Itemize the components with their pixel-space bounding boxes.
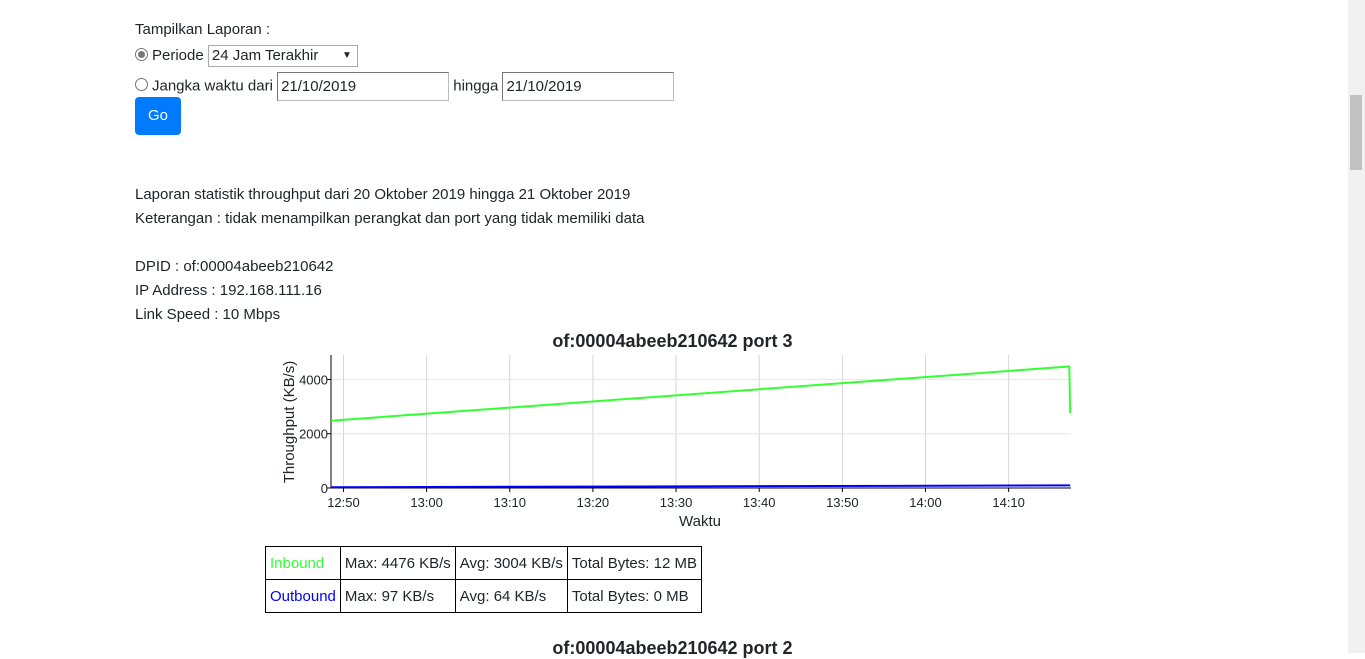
periode-radio[interactable] [135, 47, 148, 61]
periode-select-value: 24 Jam Terakhir [211, 47, 319, 64]
throughput-chart: 12:50 13:00 13:10 13:20 13:30 13:40 13:50 14:00… [281, 355, 1072, 530]
inbound-label: Inbound [265, 546, 341, 580]
x-tick-label: 13:20 [577, 495, 610, 510]
x-tick-label: 13:50 [826, 495, 859, 510]
jangka-radio[interactable] [135, 78, 148, 92]
inbound-max: Max: 4476 KB/s [339, 546, 456, 580]
x-tick-label: 14:00 [909, 495, 942, 510]
ip-text: IP Address : 192.168.111.16 [135, 282, 322, 299]
scrollbar-thumb[interactable] [1350, 95, 1362, 170]
inbound-avg: Avg: 3004 KB/s [454, 546, 568, 580]
y-tick-label: 0 [321, 481, 328, 496]
next-chart-title: of:00004abeeb210642 port 2 [552, 638, 793, 658]
to-date-input[interactable]: 21/10/2019 [502, 72, 675, 101]
inbound-total: Total Bytes: 12 MB [566, 546, 702, 580]
report-label: Tampilkan Laporan : [135, 21, 271, 38]
dpid-text: DPID : of:00004abeeb210642 [135, 258, 334, 275]
link-speed-text: Link Speed : 10 Mbps [135, 306, 281, 323]
from-date-input[interactable]: 21/10/2019 [277, 72, 450, 101]
periode-select[interactable]: 24 Jam Terakhir ▼ [207, 45, 358, 67]
chart-axes: 12:50 13:00 13:10 13:20 13:30 13:40 13:50 14:00… [299, 355, 1071, 510]
table-row: Outbound Max: 97 KB/s Avg: 64 KB/s Total… [265, 579, 702, 613]
go-button[interactable]: Go [135, 97, 181, 135]
series-line-inbound [330, 365, 1072, 422]
x-tick-label: 13:30 [660, 495, 693, 510]
hingga-label: hingga [453, 77, 499, 95]
stats-table: Inbound Max: 4476 KB/s Avg: 3004 KB/s To… [265, 546, 702, 613]
report-note: Keterangan : tidak menampilkan perangkat… [135, 210, 645, 227]
outbound-avg: Avg: 64 KB/s [454, 579, 568, 613]
chart-title: of:00004abeeb210642 port 3 [552, 331, 793, 351]
x-tick-label: 12:50 [327, 495, 360, 510]
x-tick-label: 13:00 [410, 495, 443, 510]
table-row: Inbound Max: 4476 KB/s Avg: 3004 KB/s To… [265, 546, 702, 580]
y-axis-label: Throughput (KB/s) [281, 361, 298, 484]
periode-row: Periode 24 Jam Terakhir ▼ [135, 45, 358, 67]
dropdown-arrow-icon: ▼ [341, 50, 352, 61]
report-summary: Laporan statistik throughput dari 20 Okt… [135, 186, 631, 203]
chart-grid [331, 355, 1071, 488]
x-tick-label: 14:10 [992, 495, 1025, 510]
x-axis-label: Waktu [679, 513, 721, 530]
x-tick-label: 13:10 [493, 495, 526, 510]
x-tick-label: 13:40 [743, 495, 776, 510]
chart-series [330, 365, 1072, 489]
periode-label: Periode [152, 46, 204, 64]
series-line-outbound [330, 484, 1071, 489]
jangka-label: Jangka waktu dari [152, 77, 273, 95]
jangka-row: Jangka waktu dari 21/10/2019 hingga 21/1… [135, 72, 675, 101]
page-scrollbar[interactable] [1348, 0, 1365, 653]
y-tick-label: 2000 [299, 427, 328, 442]
outbound-total: Total Bytes: 0 MB [566, 579, 702, 613]
outbound-max: Max: 97 KB/s [339, 579, 456, 613]
y-tick-label: 4000 [299, 372, 328, 387]
outbound-label: Outbound [265, 579, 341, 613]
